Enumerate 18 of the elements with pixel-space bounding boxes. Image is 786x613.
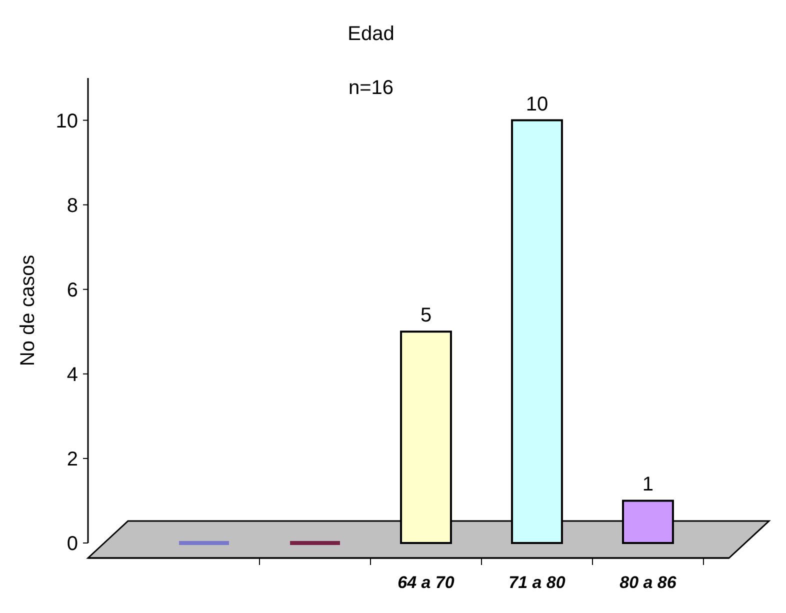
y-tick-label: 2 [66,448,78,470]
y-tick-label: 10 [56,110,78,132]
data-label: 5 [420,304,432,327]
data-label: 10 [526,93,548,116]
y-axis-title: No de casos [17,254,39,366]
y-tick-label: 4 [66,364,78,386]
bar [400,330,452,544]
x-tick-label: 80 a 86 [620,573,677,592]
y-tick-label: 8 [66,194,78,217]
bar [511,119,563,544]
bar [622,500,674,544]
y-tick-label: 0 [66,533,78,555]
y-tick-label: 6 [66,279,78,302]
x-tick-label: 64 a 70 [398,573,455,592]
x-tick-label: 71 a 80 [508,573,566,592]
data-label: 1 [642,474,654,496]
chart-subtitle: n=16 [348,77,394,99]
chart-title: Edad [348,23,394,45]
